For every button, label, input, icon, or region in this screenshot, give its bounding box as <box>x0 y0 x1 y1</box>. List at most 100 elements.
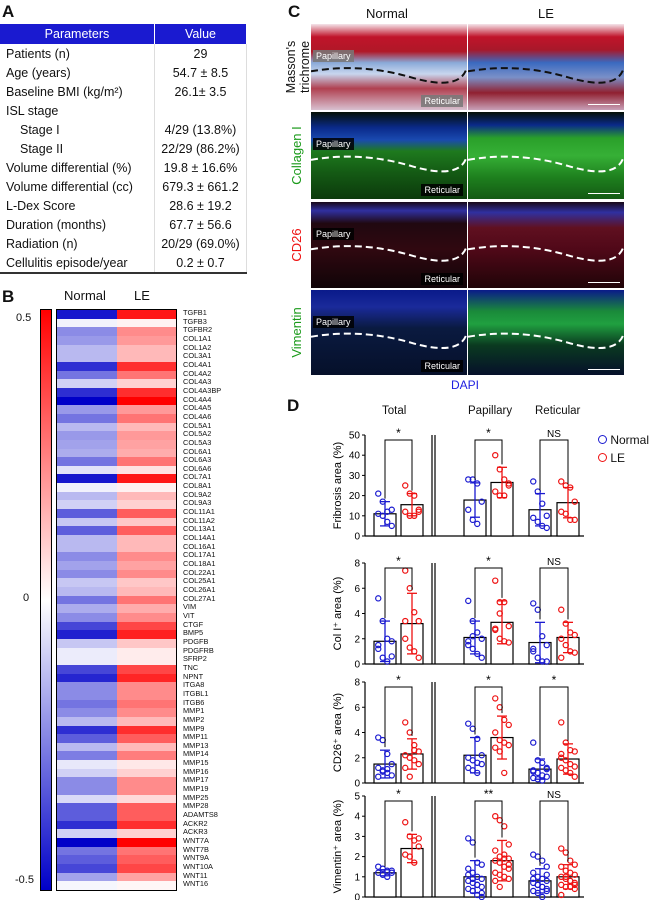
heatmap-cell-le <box>116 552 176 562</box>
table-row: Age (years) 54.7 ± 8.5 <box>0 63 248 82</box>
gene-label: COL8A1 <box>183 481 212 491</box>
data-point <box>571 748 578 755</box>
heatmap-cell-le <box>116 361 176 371</box>
reticular-label: Reticular <box>421 95 463 107</box>
data-point <box>539 759 546 767</box>
heatmap-cell-normal <box>57 786 117 796</box>
data-point <box>530 768 537 775</box>
scale-bar <box>588 192 620 194</box>
data-point <box>469 516 476 524</box>
value-cell: 4/29 (13.8%) <box>154 120 248 139</box>
table-row: Stage I 4/29 (13.8%) <box>0 120 248 139</box>
param-cell: Stage II <box>0 139 155 158</box>
gene-label: ADAMTS8 <box>183 810 218 820</box>
data-point <box>534 889 541 897</box>
chart-2: 0 2 4 6 8 CD26⁺ area (%) * * * <box>332 673 584 790</box>
y-axis-label: Col I⁺ area (%) <box>332 577 344 651</box>
data-point <box>406 644 413 651</box>
gene-label: MMP15 <box>183 758 209 768</box>
data-point <box>384 658 391 665</box>
data-point <box>530 514 537 522</box>
data-point <box>543 877 550 885</box>
boundary-dashed-line <box>311 66 467 84</box>
heatmap-cell-le <box>116 318 176 328</box>
data-point <box>415 508 422 515</box>
data-point <box>474 650 481 658</box>
value-cell: 29 <box>154 44 248 63</box>
gene-label: MMP28 <box>183 801 209 811</box>
gene-label: WNT7B <box>183 844 209 854</box>
gene-label: MMP14 <box>183 749 209 759</box>
heatmap-cell-le <box>116 881 176 891</box>
heatmap-cell-le <box>116 820 176 830</box>
heatmap-cell-normal <box>57 647 117 657</box>
heatmap-cell-le <box>116 561 176 570</box>
heatmap-cell-normal <box>57 690 117 700</box>
heatmap-cell-le <box>116 543 176 553</box>
heatmap-cell-normal <box>57 829 117 839</box>
data-point <box>501 476 508 483</box>
heatmap-cell-le <box>116 742 176 752</box>
data-point <box>478 654 485 661</box>
heatmap-cell-le <box>116 327 176 337</box>
parameters-table: Parameters Value Patients (n) 29 Age (year… <box>0 24 248 274</box>
data-point <box>539 658 546 665</box>
data-point <box>543 773 550 780</box>
heatmap-cell-le <box>116 829 176 839</box>
value-cell: 679.3 ± 661.2 <box>154 177 248 196</box>
y-tick-label: 8 <box>354 559 360 570</box>
data-point <box>558 654 565 661</box>
data-point <box>402 719 409 726</box>
gene-label: WNT16 <box>183 879 209 889</box>
y-tick-label: 8 <box>354 678 360 689</box>
data-point <box>388 638 395 645</box>
data-point <box>388 760 395 768</box>
value-cell: 0.2 ± 0.7 <box>154 253 248 274</box>
data-point <box>384 518 391 526</box>
heatmap-cell-normal <box>57 864 117 873</box>
significance-label: NS <box>547 557 561 568</box>
heatmap-cell-normal <box>57 734 117 744</box>
data-point <box>530 875 537 883</box>
significance-label: * <box>486 673 491 687</box>
gene-label: MMP9 <box>183 723 205 733</box>
heatmap-col-normal: Normal <box>64 288 106 303</box>
heatmap-col-le: LE <box>134 288 150 303</box>
data-point <box>402 617 409 625</box>
heatmap-cell-le <box>116 310 176 319</box>
data-point <box>388 653 395 660</box>
micrograph-cd26-normal: Papillary Reticular <box>311 202 467 288</box>
data-point <box>501 851 508 858</box>
y-tick-label: 2 <box>354 852 360 863</box>
heatmap-cell-normal <box>57 656 117 666</box>
data-point <box>415 760 422 768</box>
gene-label: MMP25 <box>183 792 209 802</box>
heatmap-cell-normal <box>57 543 117 553</box>
heatmap-cell-normal <box>57 465 117 475</box>
circle-icon <box>598 453 607 462</box>
gene-label: VIM <box>183 602 197 612</box>
data-point <box>411 512 418 520</box>
data-point <box>543 863 550 870</box>
data-point <box>562 757 569 764</box>
heatmap-cell-le <box>116 656 176 666</box>
significance-bracket <box>474 567 503 619</box>
scale-bar <box>588 281 620 283</box>
heatmap-cell-le <box>116 413 176 423</box>
heatmap-cell-normal <box>57 595 117 605</box>
papillary-label: Papillary <box>313 227 354 240</box>
heatmap-cell-normal <box>57 794 117 804</box>
heatmap-cell-le <box>116 872 176 882</box>
significance-label: NS <box>547 429 561 440</box>
heatmap-cell-le <box>116 604 176 614</box>
value-cell: 28.6 ± 19.2 <box>154 196 248 215</box>
papillary-label: Papillary <box>313 138 354 151</box>
micrograph-vimentin-le <box>468 290 624 375</box>
data-point <box>474 769 481 777</box>
heatmap-cell-le <box>116 760 176 770</box>
data-point <box>562 883 569 891</box>
y-tick-label: 30 <box>349 471 361 482</box>
significance-bracket <box>384 439 413 499</box>
data-point <box>465 638 472 645</box>
data-point <box>496 466 503 473</box>
